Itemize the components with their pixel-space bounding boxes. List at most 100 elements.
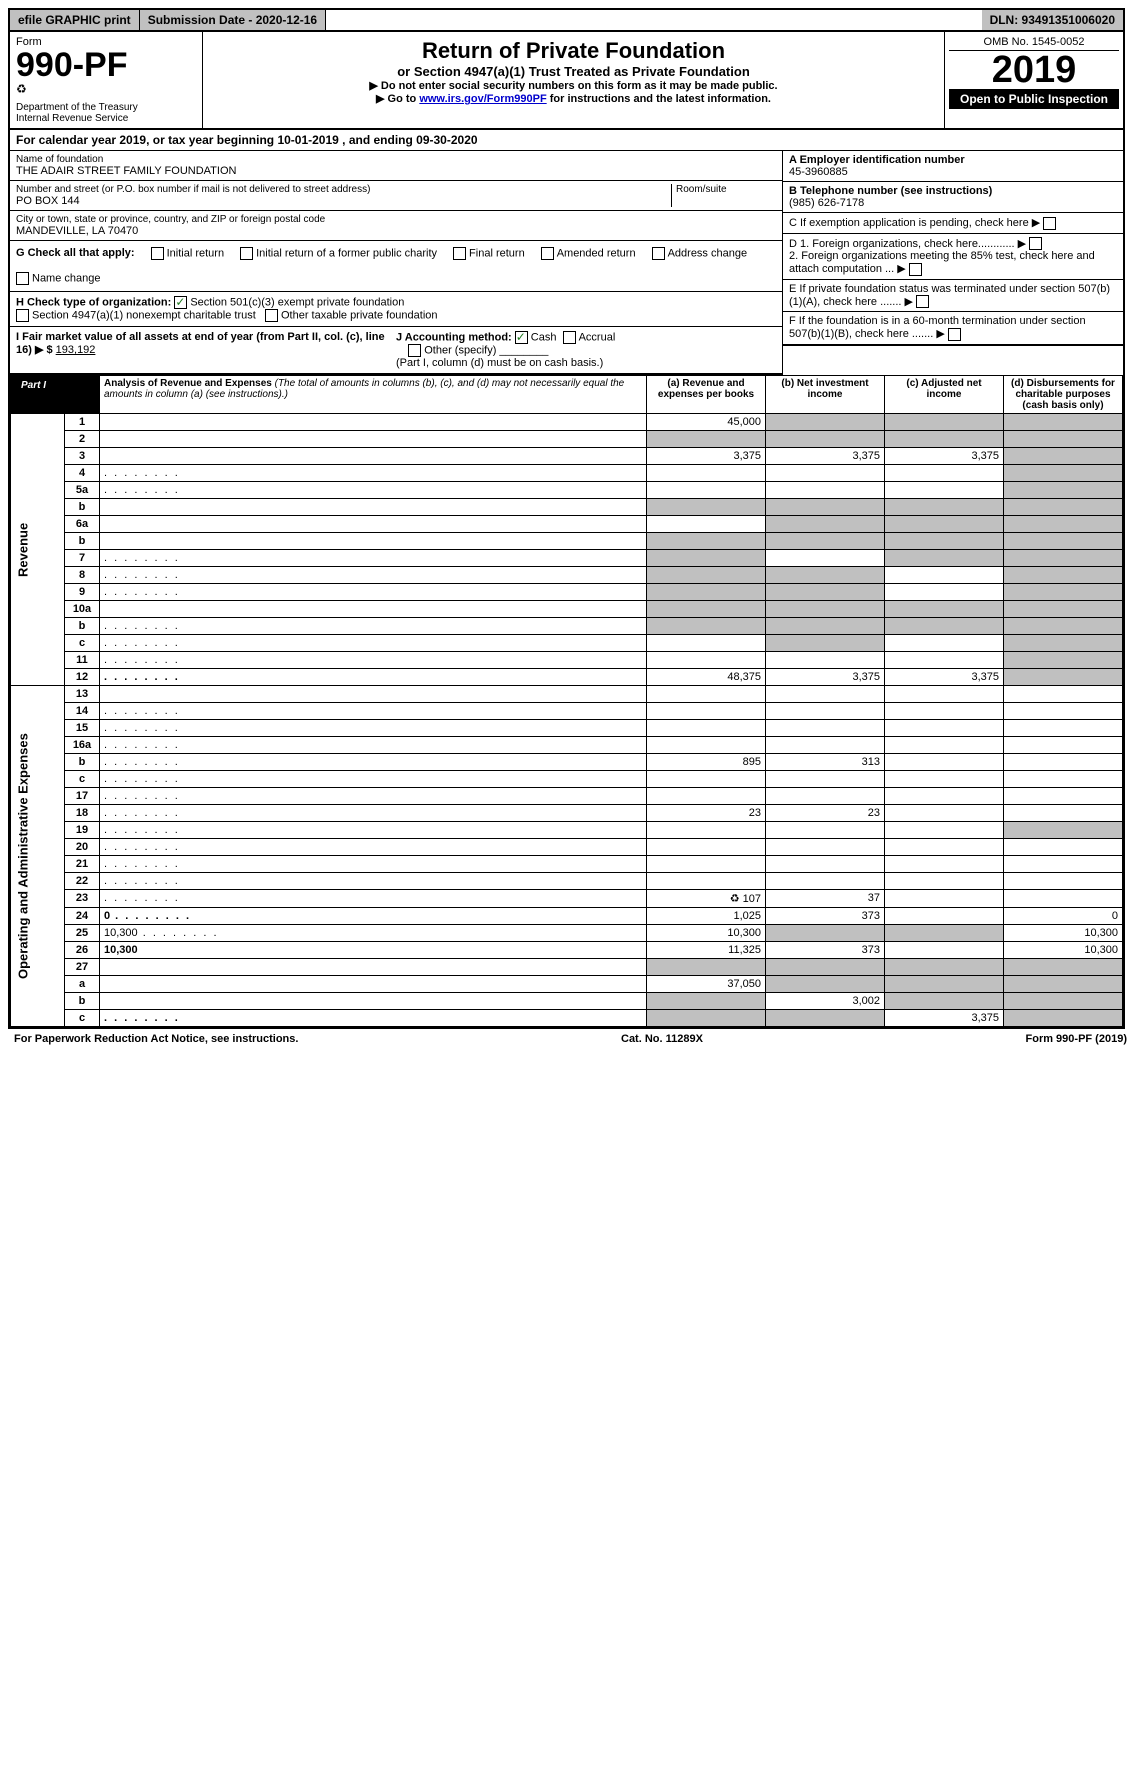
cell-col-b xyxy=(766,720,885,737)
cell-col-a xyxy=(647,601,766,618)
cell-col-c: 3,375 xyxy=(885,669,1004,686)
f-row: F If the foundation is in a 60-month ter… xyxy=(783,312,1123,346)
row-number: c xyxy=(65,771,100,788)
check-amended-return[interactable]: Amended return xyxy=(541,247,636,260)
cell-col-a xyxy=(647,771,766,788)
table-row: 23♻ 10737 xyxy=(11,890,1123,908)
row-number: 3 xyxy=(65,448,100,465)
check-accrual[interactable] xyxy=(563,331,576,344)
row-number: 27 xyxy=(65,959,100,976)
row-description: 0 xyxy=(100,908,647,925)
phone-row: B Telephone number (see instructions) (9… xyxy=(783,182,1123,213)
cell-col-b: 313 xyxy=(766,754,885,771)
check-final-return[interactable]: Final return xyxy=(453,247,525,260)
cell-col-a xyxy=(647,533,766,550)
cell-col-c xyxy=(885,942,1004,959)
cell-col-b xyxy=(766,550,885,567)
foundation-name-row: Name of foundation THE ADAIR STREET FAMI… xyxy=(10,151,782,181)
table-row: b3,002 xyxy=(11,993,1123,1010)
check-cash[interactable] xyxy=(515,331,528,344)
check-initial-return[interactable]: Initial return xyxy=(151,247,224,260)
check-exemption-pending[interactable] xyxy=(1043,217,1056,230)
cell-col-a: 48,375 xyxy=(647,669,766,686)
cell-col-c xyxy=(885,976,1004,993)
row-description xyxy=(100,805,647,822)
check-501c3[interactable] xyxy=(174,296,187,309)
table-row: 21 xyxy=(11,856,1123,873)
cell-col-b xyxy=(766,533,885,550)
header-left: Form 990-PF ♻ Department of the Treasury… xyxy=(10,32,203,128)
row-number: 10a xyxy=(65,601,100,618)
row-number: b xyxy=(65,533,100,550)
cell-col-b: 37 xyxy=(766,890,885,908)
cell-col-c xyxy=(885,873,1004,890)
cell-col-a xyxy=(647,567,766,584)
cell-col-c xyxy=(885,601,1004,618)
cell-col-b xyxy=(766,414,885,431)
cell-col-a xyxy=(647,788,766,805)
cell-col-a xyxy=(647,873,766,890)
irs-link[interactable]: www.irs.gov/Form990PF xyxy=(419,93,546,105)
cell-col-c: 3,375 xyxy=(885,1010,1004,1027)
cell-col-b xyxy=(766,737,885,754)
table-row: c xyxy=(11,635,1123,652)
table-row: 6a xyxy=(11,516,1123,533)
cell-col-b xyxy=(766,771,885,788)
check-terminated[interactable] xyxy=(916,295,929,308)
tax-year: 2019 xyxy=(949,51,1119,89)
check-foreign-org[interactable] xyxy=(1029,237,1042,250)
cell-col-d xyxy=(1004,516,1123,533)
check-initial-former[interactable]: Initial return of a former public charit… xyxy=(240,247,437,260)
table-row: b xyxy=(11,533,1123,550)
cell-col-c xyxy=(885,635,1004,652)
cell-col-d xyxy=(1004,482,1123,499)
table-row: Operating and Administrative Expenses13 xyxy=(11,686,1123,703)
cell-col-a xyxy=(647,737,766,754)
cell-col-a xyxy=(647,652,766,669)
info-block: Name of foundation THE ADAIR STREET FAMI… xyxy=(10,151,1123,375)
cell-col-d: 10,300 xyxy=(1004,942,1123,959)
check-foreign-85[interactable] xyxy=(909,263,922,276)
row-number: 24 xyxy=(65,908,100,925)
row-description xyxy=(100,465,647,482)
row-number: 5a xyxy=(65,482,100,499)
cell-col-d xyxy=(1004,584,1123,601)
row-description xyxy=(100,414,647,431)
cell-col-b xyxy=(766,584,885,601)
row-number: 1 xyxy=(65,414,100,431)
table-row: b xyxy=(11,618,1123,635)
check-60month[interactable] xyxy=(948,328,961,341)
cell-col-b xyxy=(766,1010,885,1027)
row-description xyxy=(100,448,647,465)
col-a-header: (a) Revenue and expenses per books xyxy=(647,376,766,414)
row-description xyxy=(100,890,647,908)
cell-col-d xyxy=(1004,669,1123,686)
check-address-change[interactable]: Address change xyxy=(652,247,748,260)
check-name-change[interactable]: Name change xyxy=(16,272,101,285)
row-description xyxy=(100,482,647,499)
cell-col-d xyxy=(1004,550,1123,567)
cell-col-d xyxy=(1004,822,1123,839)
row-number: 2 xyxy=(65,431,100,448)
city-row: City or town, state or province, country… xyxy=(10,211,782,241)
table-row: 33,3753,3753,375 xyxy=(11,448,1123,465)
table-row: 14 xyxy=(11,703,1123,720)
cell-col-d xyxy=(1004,1010,1123,1027)
form-title: Return of Private Foundation xyxy=(209,38,938,64)
row-number: 13 xyxy=(65,686,100,703)
cell-col-b xyxy=(766,686,885,703)
table-row: 1248,3753,3753,375 xyxy=(11,669,1123,686)
row-number: b xyxy=(65,754,100,771)
row-number: 9 xyxy=(65,584,100,601)
check-other-taxable[interactable] xyxy=(265,309,278,322)
cell-col-b: 373 xyxy=(766,942,885,959)
table-row: 27 xyxy=(11,959,1123,976)
row-number: a xyxy=(65,976,100,993)
cell-col-a: 23 xyxy=(647,805,766,822)
cell-col-a xyxy=(647,431,766,448)
row-description xyxy=(100,856,647,873)
check-4947[interactable] xyxy=(16,309,29,322)
row-number: 14 xyxy=(65,703,100,720)
cell-col-c xyxy=(885,414,1004,431)
check-other-method[interactable] xyxy=(408,344,421,357)
